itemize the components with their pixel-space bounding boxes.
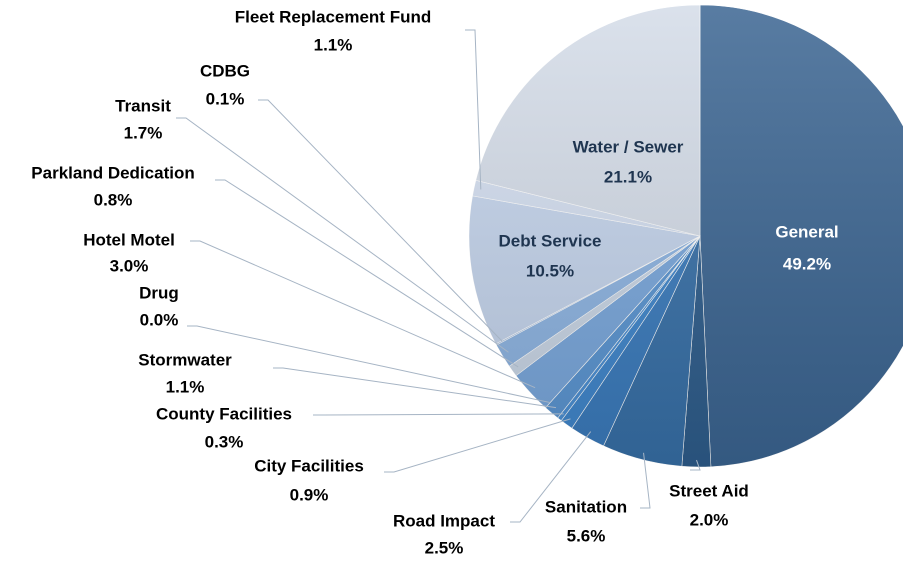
leader-line — [690, 459, 701, 471]
slice-label: CDBG — [200, 61, 250, 80]
slice-value: 0.9% — [290, 485, 329, 504]
leader-line — [215, 179, 519, 368]
leader-line — [187, 325, 551, 404]
leader-line — [465, 29, 482, 190]
slice-label: Road Impact — [393, 511, 495, 530]
slice-label: Fleet Replacement Fund — [235, 7, 431, 26]
leader-line — [273, 367, 557, 409]
slice-label: County Facilities — [156, 404, 292, 423]
slice-value: 0.3% — [205, 432, 244, 451]
slice-value: 10.5% — [526, 261, 574, 280]
slice-label: Transit — [115, 96, 171, 115]
slice-label: Street Aid — [669, 481, 749, 500]
slice-value: 1.1% — [166, 377, 205, 396]
slice-value: 21.1% — [604, 167, 652, 186]
leader-line — [640, 452, 651, 509]
slice-label: Parkland Dedication — [31, 163, 194, 182]
slice-value: 3.0% — [110, 256, 149, 275]
slice-value: 1.7% — [124, 123, 163, 142]
slice-value: 0.1% — [206, 89, 245, 108]
slice-value: 1.1% — [314, 35, 353, 54]
leader-line — [176, 117, 509, 353]
slice-label: Sanitation — [545, 497, 627, 516]
leader-line — [258, 99, 503, 342]
slice-label: Stormwater — [138, 350, 232, 369]
slice-value: 2.5% — [425, 538, 464, 557]
slice-label: City Facilities — [254, 456, 364, 475]
slice-value: 5.6% — [567, 526, 606, 545]
slice-label: General — [775, 222, 838, 241]
slice-label: Water / Sewer — [573, 137, 684, 156]
slice-label: Hotel Motel — [83, 230, 175, 249]
slice-value: 49.2% — [783, 254, 831, 273]
slice-value: 0.0% — [140, 310, 179, 329]
leader-line — [313, 413, 564, 416]
leader-line — [384, 418, 571, 473]
slice-value: 0.8% — [94, 190, 133, 209]
leader-line — [190, 240, 536, 389]
leader-line — [510, 431, 592, 523]
slice-label: Drug — [139, 283, 179, 302]
slice-label: Debt Service — [499, 231, 602, 250]
slice-value: 2.0% — [690, 510, 729, 529]
